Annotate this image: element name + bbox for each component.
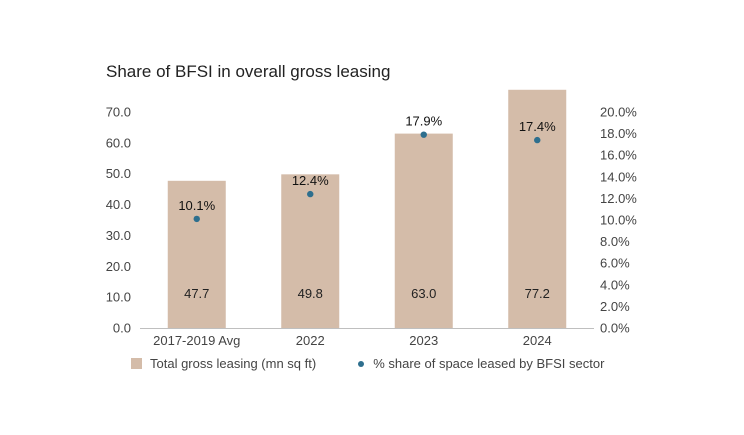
bar-value-label: 77.2 — [525, 286, 550, 301]
legend: Total gross leasing (mn sq ft) % share o… — [131, 356, 604, 371]
y-left-tick-label: 20.0 — [106, 259, 131, 274]
y-right-tick-label: 10.0% — [600, 213, 637, 228]
legend-label-bars: Total gross leasing (mn sq ft) — [150, 356, 317, 371]
bar-value-label: 47.7 — [184, 286, 209, 301]
y-right-tick-label: 8.0% — [600, 234, 630, 249]
legend-label-points: % share of space leased by BFSI sector — [373, 356, 605, 371]
y-left-tick-label: 40.0 — [106, 197, 131, 212]
y-left-tick-label: 0.0 — [113, 321, 131, 336]
share-point-4 — [534, 136, 541, 144]
x-tick-label: 2023 — [409, 333, 438, 348]
share-point-label: 10.1% — [178, 198, 215, 213]
bar-4 — [508, 89, 567, 328]
legend-item-points: % share of space leased by BFSI sector — [358, 356, 604, 371]
x-tick-label: 2022 — [296, 333, 325, 348]
share-point-3 — [420, 131, 427, 138]
share-point-2 — [307, 190, 314, 198]
y-right-tick-label: 12.0% — [600, 191, 637, 206]
legend-swatch-bars — [131, 358, 142, 369]
y-left-tick-label: 70.0 — [106, 105, 131, 120]
bar-1 — [167, 180, 226, 328]
share-point-1 — [193, 215, 200, 223]
bar-3 — [394, 133, 453, 328]
y-right-tick-label: 0.0% — [600, 321, 630, 336]
share-point-label: 17.9% — [405, 114, 442, 129]
y-right-tick-label: 14.0% — [600, 169, 637, 184]
y-right-tick-label: 2.0% — [600, 299, 630, 314]
y-left-tick-label: 50.0 — [106, 166, 131, 181]
bar-2 — [281, 174, 340, 328]
y-left-tick-label: 10.0 — [106, 290, 131, 305]
y-right-tick-label: 6.0% — [600, 256, 630, 271]
x-tick-label: 2024 — [523, 333, 552, 348]
bar-value-label: 63.0 — [411, 286, 436, 301]
y-left-tick-label: 60.0 — [106, 135, 131, 150]
bar-value-label: 49.8 — [298, 286, 323, 301]
y-left-tick-label: 30.0 — [106, 228, 131, 243]
legend-swatch-points — [358, 360, 365, 367]
x-tick-label: 2017-2019 Avg — [153, 333, 240, 348]
y-right-tick-label: 4.0% — [600, 277, 630, 292]
y-right-tick-label: 16.0% — [600, 148, 637, 163]
y-right-tick-label: 18.0% — [600, 126, 637, 141]
share-point-label: 12.4% — [292, 173, 329, 188]
y-right-tick-label: 20.0% — [600, 105, 637, 120]
legend-item-bars: Total gross leasing (mn sq ft) — [131, 356, 316, 371]
chart-title: Share of BFSI in overall gross leasing — [106, 62, 391, 81]
share-point-label: 17.4% — [519, 119, 556, 134]
